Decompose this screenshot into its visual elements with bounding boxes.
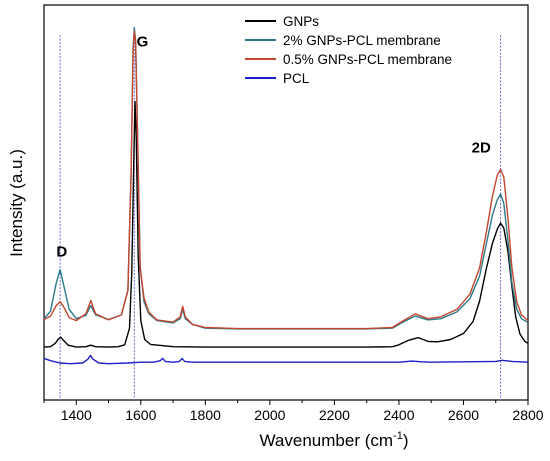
legend-label-1: 2% GNPs-PCL membrane [283,33,441,48]
peak-label-1: G [137,34,149,51]
plot-frame [43,4,529,401]
legend: GNPs 2% GNPs-PCL membrane 0.5% GNPs-PCL me… [245,14,452,86]
legend-label-2: 0.5% GNPs-PCL membrane [283,52,452,67]
x-axis: 1400 1600 1800 2000 2200 2400 2600 2800 [43,400,544,423]
series-line-3 [43,354,529,365]
y-axis-label: Intensity (a.u.) [7,149,26,257]
x-axis-label-sup: -1 [393,430,403,442]
series-line-2 [43,30,529,330]
series-layer [43,27,529,365]
legend-label-0: GNPs [283,14,319,29]
series-line-0 [43,100,529,348]
x-tick-label-2800: 2800 [512,407,543,423]
peak-label-2: 2D [472,139,491,156]
x-tick-label-2400: 2400 [383,407,414,423]
x-tick-label-1800: 1800 [190,407,221,423]
reference-lines [59,35,502,400]
x-tick-label-2600: 2600 [448,407,479,423]
series-line-1 [43,27,529,330]
x-axis-label-end: ) [403,431,409,450]
x-axis-label-main: Wavenumber (cm [260,431,394,450]
peak-labels: D G 2D [56,34,491,261]
x-tick-label-1400: 1400 [61,407,92,423]
x-axis-label: Wavenumber (cm-1) [260,430,409,450]
x-tick-label-2000: 2000 [254,407,285,423]
peak-label-0: D [56,243,67,260]
legend-label-3: PCL [283,71,310,86]
x-tick-label-1600: 1600 [125,407,156,423]
x-tick-label-2200: 2200 [319,407,350,423]
